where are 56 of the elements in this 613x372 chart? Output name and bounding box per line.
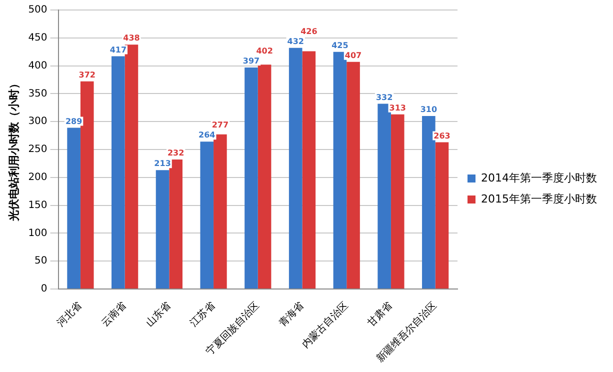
y-tick-label: 500 — [28, 4, 48, 16]
data-label: 402 — [256, 46, 273, 56]
bar — [390, 114, 404, 288]
bar — [80, 81, 94, 288]
x-tick-label: 山东省 — [143, 300, 174, 330]
y-axis-title: 光伏电站利用小时数（小时） — [7, 78, 20, 222]
bar — [422, 116, 436, 288]
data-label: 407 — [344, 50, 362, 60]
bar — [214, 134, 227, 288]
y-tick-label: 200 — [28, 172, 48, 183]
x-tick-label: 甘肃省 — [365, 300, 395, 330]
bar — [333, 52, 347, 288]
bar — [258, 64, 272, 288]
data-label: 397 — [242, 56, 260, 66]
data-label: 425 — [332, 40, 349, 50]
x-tick-label: 青海省 — [276, 300, 306, 330]
legend-label: 2015年第一季度小时数 — [481, 192, 598, 206]
x-tick-label: 江苏省 — [188, 300, 218, 330]
y-tick-label: 0 — [40, 284, 48, 295]
bar — [302, 51, 316, 288]
y-tick-label: 150 — [28, 200, 48, 211]
data-label: 332 — [376, 92, 393, 102]
bar — [169, 160, 182, 288]
data-label: 264 — [198, 130, 216, 140]
bar — [346, 62, 360, 288]
data-label: 277 — [212, 120, 229, 130]
data-label: 289 — [65, 116, 83, 126]
data-label: 438 — [123, 34, 140, 43]
y-tick-label: 400 — [28, 60, 48, 72]
bar — [67, 128, 80, 288]
x-tick-label: 河北省 — [54, 300, 84, 330]
data-label: 263 — [434, 131, 450, 140]
data-label: 232 — [167, 148, 184, 158]
bar — [244, 67, 258, 288]
data-label: 426 — [300, 27, 318, 36]
y-tick-label: 250 — [28, 144, 48, 156]
y-tick-label: 350 — [28, 88, 48, 100]
data-label: 372 — [78, 70, 96, 80]
legend-label: 2014年第一季度小时数 — [481, 171, 598, 184]
data-label: 310 — [420, 105, 438, 114]
x-tick-label: 云南省 — [99, 300, 129, 330]
y-tick-label: 300 — [28, 116, 48, 128]
bar — [288, 48, 302, 288]
y-tick-label: 50 — [34, 256, 48, 267]
bar — [200, 142, 214, 288]
bar — [124, 44, 138, 288]
data-label: 432 — [287, 37, 304, 46]
bar — [156, 170, 170, 288]
data-label: 313 — [389, 103, 406, 112]
data-label: 213 — [154, 159, 171, 168]
y-tick-label: 100 — [28, 228, 48, 239]
data-label: 417 — [110, 45, 127, 54]
bar — [435, 142, 449, 288]
y-tick-label: 450 — [28, 32, 48, 44]
bar — [112, 56, 125, 288]
bar — [378, 104, 391, 288]
